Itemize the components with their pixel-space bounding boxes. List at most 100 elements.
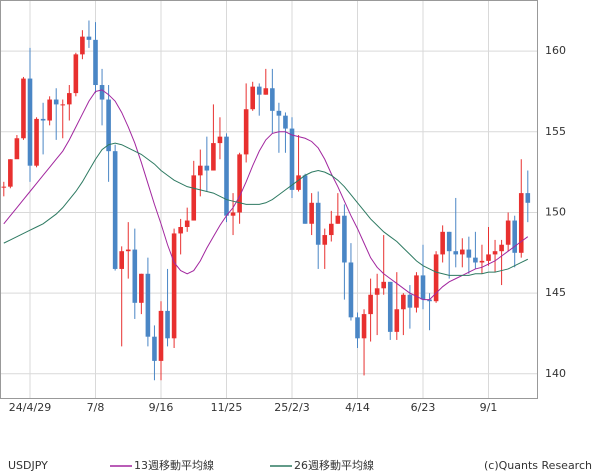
candle-body [73,54,79,94]
candle-body [479,260,485,263]
candle-body [525,193,531,203]
candle-body [86,36,92,40]
candle-body [355,317,360,339]
x-tick-label: 11/25 [211,401,243,414]
x-tick-label: 7/8 [87,401,105,414]
candle-body [381,281,386,289]
candle-body [237,154,242,213]
candle-body [289,128,295,190]
legend-label: 26週移動平均線 [294,458,374,472]
candle-body [106,99,111,152]
candle-body [145,273,151,337]
candle-body [322,235,328,245]
x-tick-label: 9/1 [480,401,498,414]
candle-body [191,175,197,221]
candle-body [171,233,177,339]
candle-body [387,281,393,332]
candle-body [230,212,236,216]
candle-body [361,314,367,339]
candle-body [407,294,413,308]
candle-body [152,336,157,361]
candle-body [47,99,52,121]
candle-body [309,202,314,224]
candle-body [217,136,223,144]
candle-body [518,193,524,253]
ma-line [3,89,529,301]
symbol: USDJPY [8,459,48,472]
candle-body [492,251,498,255]
candle-body [440,231,445,255]
candle-body [204,165,210,171]
candle-body [394,309,400,332]
candle-body [473,257,478,263]
candle-body [512,220,517,253]
candle-body [60,104,66,106]
candle-body [460,249,465,255]
candle-body [14,138,20,160]
candle-body [374,288,380,295]
candle-body [34,118,39,166]
candle-body [433,254,439,302]
y-tick-label: 155 [545,125,566,138]
candle-body [80,36,85,55]
candle-body [276,110,282,116]
y-tick-label: 150 [545,205,566,218]
candle-body [296,175,301,190]
candle-body [132,249,138,303]
y-tick-label: 145 [545,286,566,299]
candle-body [342,215,347,263]
candle-body [139,273,144,303]
candle-body [178,226,183,234]
candle-body [21,78,26,139]
candle-body [211,143,216,171]
x-tick-label: 6/23 [411,401,436,414]
candle-body [224,136,229,216]
candle-body [165,310,170,339]
legend-label: 13週移動平均線 [134,458,214,472]
candle-body [335,215,341,224]
candle-body [499,244,504,252]
candle-body [93,39,98,86]
candle-body [119,251,124,269]
candle-body [283,115,288,129]
candle-body [427,299,432,302]
credit: (c)Quants Research [484,459,592,472]
candle-body [1,186,7,188]
candle-body [466,249,472,258]
candle-body [446,231,452,252]
candle-body [53,99,59,105]
candle-body [453,251,459,255]
candle-body [270,88,275,111]
x-tick-label: 24/4/29 [9,401,51,414]
plot-area [0,0,538,399]
y-tick-label: 140 [545,367,566,380]
candle-body [263,88,269,95]
candle-body [329,223,334,236]
candle-body [27,78,33,166]
x-tick-label: 25/2/3 [274,401,309,414]
candle-body [250,86,255,110]
candle-body [8,159,13,187]
candle-body [99,85,105,100]
candle-body [420,275,426,300]
candle-body [368,294,373,315]
candle-body [67,93,72,105]
candle-body [401,294,406,310]
candle-body [198,165,203,176]
candle-body [486,254,491,261]
y-tick-label: 160 [545,44,566,57]
candle-body [125,249,131,252]
x-tick-label: 4/14 [345,401,370,414]
candle-body [302,175,308,224]
candle-body [348,262,354,318]
candle-body [243,109,249,155]
candle-body [414,275,419,308]
candle-body [256,86,262,95]
candle-body [505,220,511,245]
x-tick-label: 9/16 [149,401,174,414]
candle-body [112,151,118,269]
candle-body [158,310,164,361]
ma-line [3,142,529,276]
candle-body [184,220,190,227]
